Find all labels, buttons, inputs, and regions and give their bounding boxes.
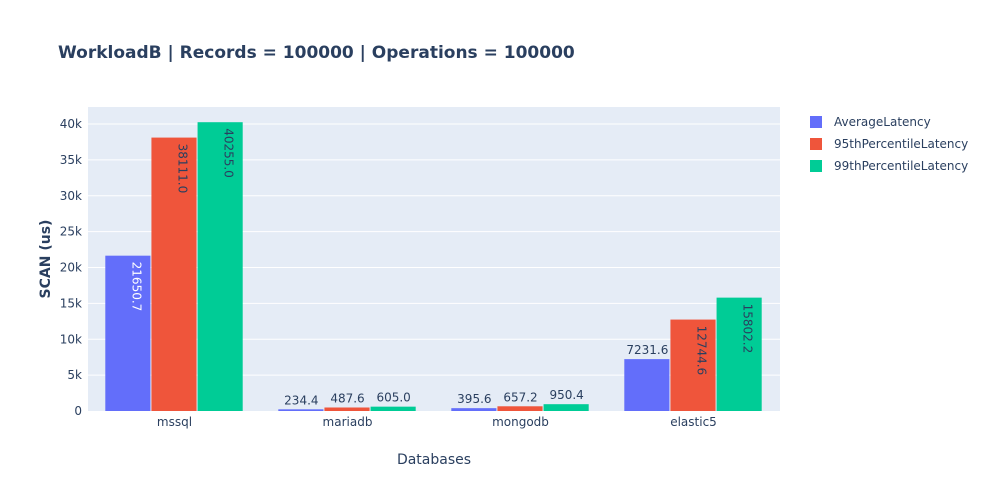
y-tick-label: 0	[74, 404, 82, 418]
bar[interactable]	[716, 297, 762, 411]
y-axis-title: SCAN (us)	[38, 220, 54, 299]
bar-label: 487.6	[330, 392, 364, 406]
y-tick-label: 35k	[60, 153, 82, 167]
bar[interactable]	[324, 407, 370, 411]
bar-label: 657.2	[503, 390, 537, 404]
bar-label: 950.4	[549, 388, 583, 402]
bar-label: 234.4	[284, 393, 318, 407]
legend-swatch	[810, 138, 822, 150]
bar-label: 15802.2	[741, 304, 755, 354]
y-tick-label: 5k	[67, 368, 82, 382]
x-tick-label: mariadb	[323, 415, 373, 429]
bar[interactable]	[624, 359, 670, 411]
bar[interactable]	[670, 319, 716, 411]
x-tick-label: mssql	[157, 415, 192, 429]
legend[interactable]: AverageLatency 95thPercentileLatency 99thP…	[810, 115, 968, 173]
legend-label: 99thPercentileLatency	[834, 159, 968, 173]
bar-label: 21650.7	[129, 262, 143, 312]
y-tick-label: 20k	[60, 261, 82, 275]
bar-label: 605.0	[376, 391, 410, 405]
y-tick-label: 40k	[60, 117, 82, 131]
bar-label: 38111.0	[176, 144, 190, 194]
y-tick-label: 30k	[60, 189, 82, 203]
x-axis-title: Databases	[397, 452, 471, 468]
legend-label: 95thPercentileLatency	[834, 137, 968, 151]
legend-item[interactable]: 99thPercentileLatency	[810, 159, 968, 173]
y-axis-ticks: 0 5k 10k 15k 20k 25k 30k 35k 40k	[60, 117, 82, 418]
y-tick-label: 10k	[60, 332, 82, 346]
bar[interactable]	[497, 406, 543, 411]
bar[interactable]	[543, 404, 589, 411]
bar[interactable]	[451, 408, 497, 411]
legend-swatch	[810, 116, 822, 128]
bar-label: 395.6	[457, 392, 491, 406]
chart-title: WorkloadB | Records = 100000 | Operation…	[58, 43, 575, 63]
y-tick-label: 25k	[60, 225, 82, 239]
x-tick-label: elastic5	[670, 415, 717, 429]
bar-label: 40255.0	[222, 128, 236, 178]
bar[interactable]	[278, 409, 324, 411]
x-axis-ticks: mssql mariadb mongodb elastic5	[157, 415, 717, 429]
x-tick-label: mongodb	[492, 415, 549, 429]
bar[interactable]	[151, 137, 197, 411]
bar-label: 12744.6	[695, 326, 709, 376]
bar[interactable]	[105, 255, 151, 411]
legend-swatch	[810, 160, 822, 172]
bar[interactable]	[197, 122, 243, 411]
legend-label: AverageLatency	[834, 115, 931, 129]
bar-label: 7231.6	[626, 343, 668, 357]
bars: 21650.7 38111.0 40255.0 234.4 487.6 605.0 395.…	[105, 122, 762, 411]
legend-item[interactable]: 95thPercentileLatency	[810, 137, 968, 151]
bar[interactable]	[370, 406, 416, 411]
y-tick-label: 15k	[60, 296, 82, 310]
legend-item[interactable]: AverageLatency	[810, 115, 931, 129]
